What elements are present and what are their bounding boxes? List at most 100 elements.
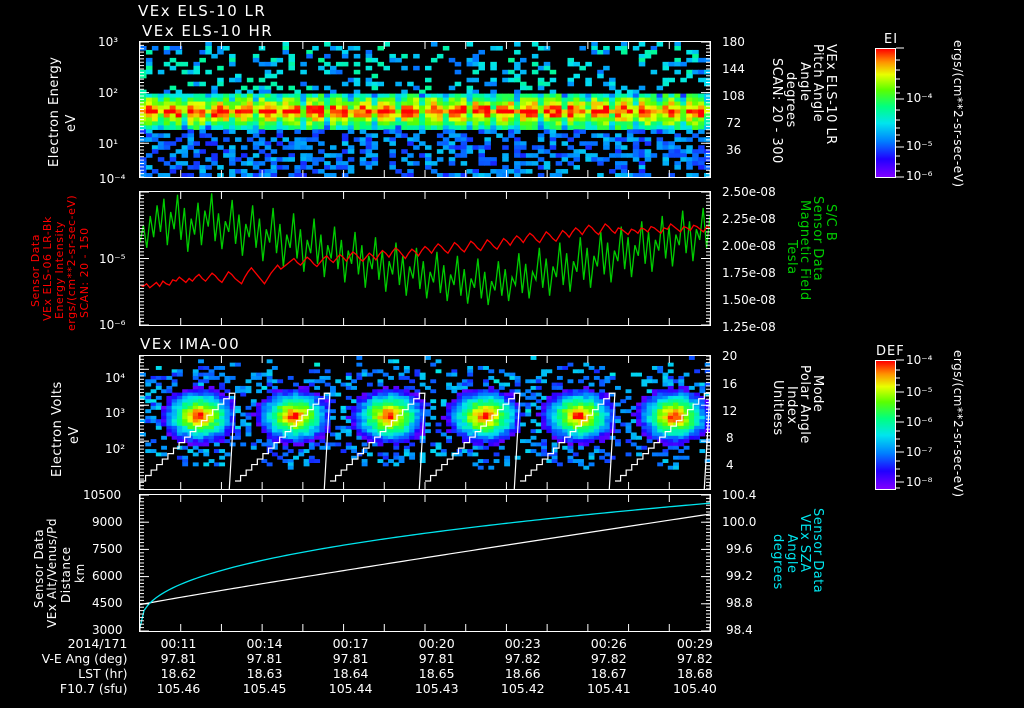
- panel4-right-label-3: Angle: [784, 534, 799, 574]
- footer-row: F10.7 (sfu) 105.46 105.45 105.44 105.43 105.4…: [18, 681, 738, 696]
- colorbar2-tick-2: 10⁻⁶: [906, 415, 933, 429]
- panel2-timeseries[interactable]: [139, 191, 711, 326]
- panel4-left-label-4: km: [73, 563, 87, 583]
- panel1-right-label-1: Pitch Angle: [810, 44, 825, 123]
- colorbar1-tick-2: 10⁻⁶: [906, 169, 933, 183]
- panel3-right-tick-0: 20: [722, 349, 738, 363]
- panel2-left-label-4: ergs/(cm**2-sr-sec-eV): [65, 194, 78, 331]
- footer-row-label: LST (hr): [78, 666, 128, 681]
- panel4-ytick-3: 6000: [92, 569, 123, 583]
- panel3-right-label-4: Unitless: [770, 380, 785, 436]
- footer-cell: 00:11: [160, 636, 197, 651]
- panel1-ylabel-1: Electron Energy: [47, 56, 62, 167]
- panel4-right-tick-5: 98.4: [726, 623, 753, 637]
- panel2-right-label-2: S/C B: [823, 204, 838, 242]
- panel2-ytick-1: 10⁻⁵: [99, 252, 126, 266]
- colorbar2-tick-0: 10⁻⁴: [906, 353, 933, 367]
- panel3-ylabel-2: eV: [67, 426, 82, 444]
- panel3-ytick-2: 10²: [105, 442, 126, 456]
- footer-cell: 18.64: [332, 666, 369, 681]
- footer-cell: 97.81: [332, 651, 369, 666]
- footer-row-label: F10.7 (sfu): [59, 681, 128, 696]
- panel1-right-label-3: Angle: [797, 62, 812, 102]
- colorbar2-tickmarks: [896, 359, 904, 489]
- colorbar2-gradient[interactable]: [875, 360, 896, 490]
- footer-cell: 97.82: [677, 651, 713, 666]
- footer-data-table: 2014/171 00:11 00:14 00:17 00:20 00:23 00:26 00…: [18, 636, 738, 696]
- panel1-ylabel-2: eV: [64, 114, 79, 132]
- panel1-right-tick-3: 72: [726, 116, 742, 130]
- footer-cell: 18.66: [504, 666, 541, 681]
- panel4-right-tick-4: 98.8: [726, 596, 753, 610]
- footer-cell: 18.68: [677, 666, 713, 681]
- footer-cell: 105.43: [414, 681, 459, 696]
- footer-cell: 18.67: [590, 666, 627, 681]
- panel4-left-label-3: Distance: [59, 546, 73, 603]
- colorbar2-tick-1: 10⁻⁵: [906, 385, 933, 399]
- panel4-left-label-2: VEx Alt/Venus/Pd: [45, 517, 59, 628]
- panel4-ytick-1: 9000: [92, 515, 123, 529]
- footer-cell: 97.82: [590, 651, 627, 666]
- panel2-ytick-2: 10⁻⁶: [99, 318, 126, 332]
- colorbar1-unit-label: ergs/(cm**2-sr-sec-eV): [951, 40, 965, 188]
- panel2-right-tick-3: 1.75e-08: [722, 266, 776, 280]
- panel1-spectrogram[interactable]: [139, 41, 711, 178]
- footer-cell: 00:26: [590, 636, 627, 651]
- footer-cell: 00:17: [332, 636, 369, 651]
- colorbar2-title: DEF: [876, 344, 905, 359]
- footer-cell: 105.44: [328, 681, 373, 696]
- footer-cell: 18.65: [418, 666, 455, 681]
- panel3-ylabel-1: Electron Volts: [50, 381, 65, 477]
- colorbar1-gradient[interactable]: [875, 48, 896, 178]
- footer-row-label: V-E Ang (deg): [41, 651, 128, 666]
- footer-cell: 18.62: [160, 666, 197, 681]
- panel2-right-label-4: Tesla: [784, 240, 799, 275]
- panel1-title-hr: VEx ELS-10 HR: [142, 22, 274, 40]
- panel3-spectrogram[interactable]: [139, 355, 711, 490]
- footer-cell: 97.82: [504, 651, 541, 666]
- panel3-ytick-0: 10⁴: [105, 371, 126, 385]
- panel4-right-tick-0: 100.4: [722, 488, 757, 502]
- panel1-right-tick-2: 108: [722, 89, 745, 103]
- footer-cell: 105.42: [500, 681, 545, 696]
- panel3-right-label-1: Mode: [810, 375, 825, 413]
- footer-row: LST (hr) 18.62 18.63 18.64 18.65 18.66 18.67 18…: [18, 666, 738, 681]
- footer-cell: 97.81: [160, 651, 197, 666]
- panel2-right-tick-2: 2.00e-08: [722, 239, 776, 253]
- colorbar2-tick-4: 10⁻⁸: [906, 475, 933, 489]
- footer-cell: 105.40: [673, 681, 717, 696]
- panel4-right-tick-1: 100.0: [722, 515, 757, 529]
- panel1-right-tick-1: 144: [722, 62, 745, 76]
- panel4-altitude-sza[interactable]: [139, 494, 711, 632]
- panel1-right-label-5: SCAN: 20 - 300: [769, 58, 784, 164]
- panel3-title: VEx IMA-00: [140, 335, 241, 353]
- colorbar1-tick-0: 10⁻⁴: [906, 91, 933, 105]
- panel3-right-tick-1: 16: [722, 377, 738, 391]
- panel4-right-label-1: Sensor Data: [810, 508, 825, 594]
- footer-cell: 00:14: [246, 636, 283, 651]
- panel4-right-label-2: VEx SZA: [797, 514, 812, 573]
- panel2-right-label-3: Magnetic Field: [797, 200, 812, 301]
- panel2-right-label-1: Sensor Data: [810, 196, 825, 282]
- panel3-right-tick-2: 12: [722, 404, 738, 418]
- panel4-left-label-1: Sensor Data: [32, 528, 46, 608]
- panel4-ytick-0: 10500: [83, 488, 122, 502]
- footer-row-label: 2014/171: [67, 636, 128, 651]
- panel4-right-tick-3: 99.2: [726, 569, 753, 583]
- footer-cell: 105.41: [586, 681, 631, 696]
- panel2-left-label-5: SCAN: 20 - 150: [78, 227, 91, 318]
- panel4-ytick-2: 7500: [92, 542, 123, 556]
- panel2-right-tick-4: 1.50e-08: [722, 293, 776, 307]
- panel1-right-tick-4: 36: [726, 143, 742, 157]
- panel1-title-lr: VEx ELS-10 LR: [138, 2, 267, 20]
- footer-cell: 00:20: [418, 636, 455, 651]
- colorbar1-tickmarks: [896, 47, 904, 178]
- panel4-right-tick-2: 99.6: [726, 542, 753, 556]
- panel1-right-label-2: VEx ELS-10 LR: [823, 44, 838, 145]
- footer-cell: 00:23: [504, 636, 541, 651]
- footer-cell: 00:29: [676, 636, 713, 651]
- footer-row: 2014/171 00:11 00:14 00:17 00:20 00:23 00:26 00…: [18, 636, 738, 651]
- panel3-right-tick-3: 8: [726, 431, 734, 445]
- panel4-ytick-5: 3000: [92, 623, 123, 637]
